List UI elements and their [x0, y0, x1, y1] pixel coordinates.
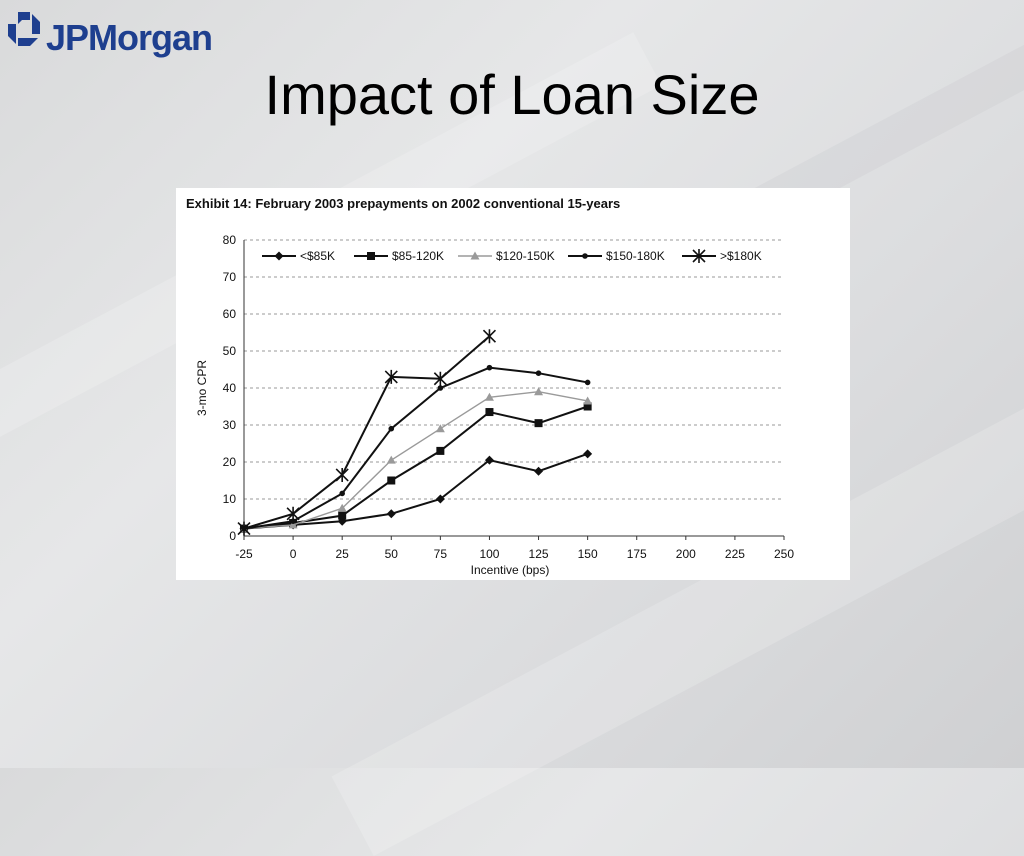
data-point-series-0 — [435, 494, 445, 504]
legend-label: $120-150K — [496, 249, 555, 263]
y-axis-label: 3-mo CPR — [195, 360, 209, 416]
y-tick-label: 10 — [223, 492, 237, 506]
x-tick-label: 175 — [627, 547, 647, 561]
data-point-series-0 — [583, 449, 593, 459]
y-tick-label: 60 — [223, 307, 237, 321]
x-tick-label: -25 — [235, 547, 253, 561]
data-point-series-3 — [437, 385, 444, 391]
data-point-series-1 — [338, 511, 347, 520]
y-tick-label: 70 — [223, 270, 237, 284]
data-point-series-4 — [286, 506, 300, 521]
data-point-series-2 — [534, 387, 544, 396]
jpmorgan-octagon-icon — [8, 12, 40, 46]
data-point-series-4 — [433, 371, 447, 386]
series-line-0 — [243, 452, 588, 530]
data-point-series-3 — [535, 370, 542, 376]
data-point-series-0 — [484, 455, 494, 465]
y-tick-label: 40 — [223, 381, 237, 395]
data-point-series-2 — [337, 503, 347, 512]
x-tick-label: 200 — [676, 547, 696, 561]
series-line-2 — [243, 390, 588, 530]
chart-panel: Exhibit 14: February 2003 prepayments on… — [176, 188, 850, 580]
x-tick-label: 225 — [725, 547, 745, 561]
x-tick-label: 25 — [336, 547, 350, 561]
x-tick-label: 250 — [774, 547, 794, 561]
prepayment-chart: Exhibit 14: February 2003 prepayments on… — [186, 196, 794, 577]
data-point-series-4 — [237, 521, 251, 536]
slide-title: Impact of Loan Size — [264, 63, 760, 126]
data-point-series-3 — [290, 518, 296, 524]
company-logo: JPMorgan — [4, 6, 213, 58]
data-point-series-4 — [384, 369, 398, 384]
legend-marker — [470, 251, 480, 260]
data-point-series-1 — [485, 408, 494, 417]
data-point-series-2 — [484, 392, 494, 401]
y-tick-label: 30 — [223, 418, 237, 432]
data-point-series-2 — [435, 424, 445, 433]
legend-label: <$85K — [300, 249, 335, 263]
data-point-series-3 — [486, 364, 493, 371]
data-point-series-3 — [584, 379, 591, 386]
y-tick-label: 0 — [229, 529, 236, 543]
legend-marker — [367, 252, 375, 260]
y-tick-label: 80 — [223, 233, 237, 247]
series-line-4 — [243, 335, 491, 530]
data-point-series-4 — [482, 329, 497, 344]
y-tick-label: 50 — [223, 344, 237, 358]
data-point-series-0 — [534, 466, 544, 476]
data-point-series-1 — [534, 419, 543, 428]
x-tick-label: 50 — [385, 547, 399, 561]
data-point-series-3 — [388, 425, 395, 432]
legend-label: >$180K — [720, 249, 762, 263]
data-point-series-3 — [339, 490, 345, 497]
chart-title: Exhibit 14: February 2003 prepayments on… — [186, 196, 620, 211]
legend-label: $150-180K — [606, 249, 665, 263]
legend-marker — [692, 249, 706, 263]
data-point-series-4 — [335, 467, 349, 482]
series-line-3 — [243, 366, 588, 530]
x-tick-label: 0 — [290, 547, 297, 561]
data-point-series-1 — [436, 446, 445, 455]
y-tick-label: 20 — [223, 455, 237, 469]
data-point-series-2 — [288, 520, 298, 529]
data-point-series-0 — [386, 509, 396, 519]
data-point-series-1 — [583, 402, 592, 411]
x-tick-label: 75 — [434, 547, 448, 561]
legend-label: $85-120K — [392, 249, 444, 263]
x-tick-label: 100 — [479, 547, 499, 561]
legend-marker — [582, 253, 588, 259]
data-point-series-1 — [387, 476, 396, 485]
x-tick-label: 150 — [578, 547, 598, 561]
x-axis-label: Incentive (bps) — [471, 563, 550, 577]
data-point-series-2 — [386, 455, 396, 464]
x-tick-label: 125 — [529, 547, 549, 561]
data-point-series-2 — [583, 396, 593, 405]
legend-marker — [274, 251, 284, 261]
logo-wordmark: JPMorgan — [46, 17, 213, 58]
